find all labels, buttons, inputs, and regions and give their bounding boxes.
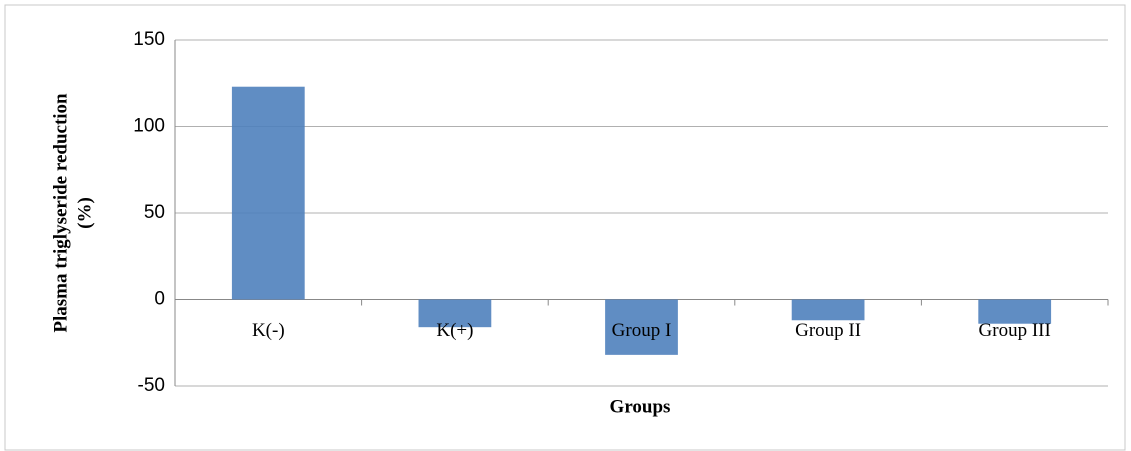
x-tick-label: Group III	[979, 320, 1051, 341]
x-tick-label: K(+)	[436, 320, 473, 341]
y-axis-title-line: (%)	[74, 197, 95, 229]
x-tick-label: K(-)	[252, 320, 285, 341]
y-axis-title-line: Plasma triglyseride reduction	[50, 93, 71, 333]
bar	[605, 299, 678, 355]
x-axis-title: Groups	[610, 396, 671, 417]
x-tick-label: Group II	[795, 320, 861, 341]
bar	[418, 299, 492, 328]
y-tick-label: 100	[133, 116, 165, 137]
bar	[231, 86, 305, 300]
chart-frame	[4, 4, 1126, 451]
y-tick-label: 50	[144, 202, 165, 223]
y-tick-label: 0	[154, 289, 165, 310]
bar	[791, 299, 865, 321]
bar	[978, 299, 1052, 324]
y-axis-title: Plasma triglyseride reduction (%)	[50, 93, 95, 333]
y-tick-label: 150	[133, 29, 165, 50]
y-tick-label: -50	[138, 375, 165, 396]
x-tick-label: Group I	[612, 320, 672, 341]
